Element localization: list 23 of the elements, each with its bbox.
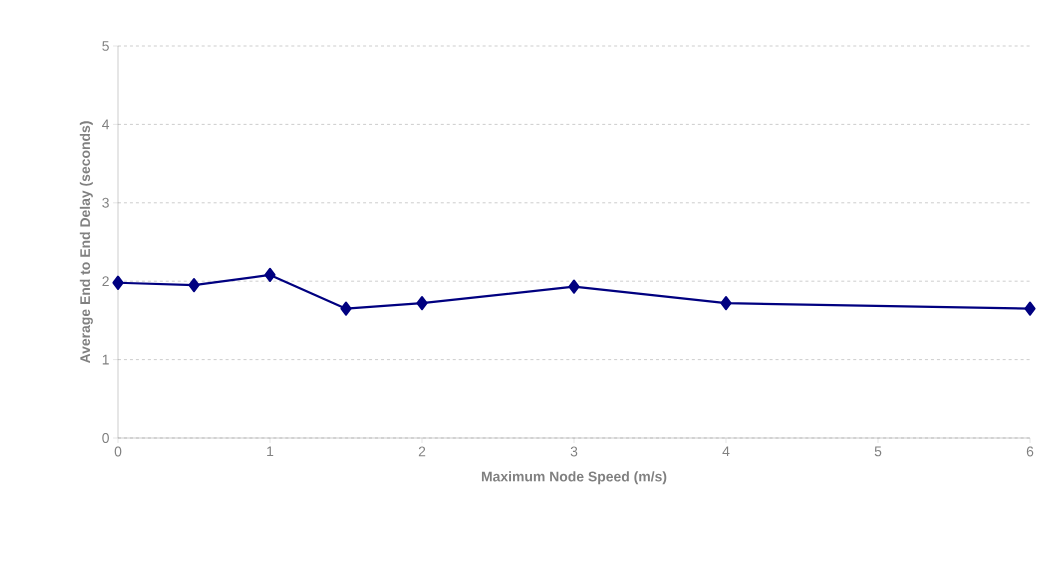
x-tick-label: 2 bbox=[418, 446, 426, 457]
x-tick-label: 0 bbox=[114, 446, 122, 457]
x-axis-title: Maximum Node Speed (m/s) bbox=[481, 471, 667, 485]
y-tick-label: 2 bbox=[102, 276, 109, 287]
y-tick-label: 5 bbox=[102, 41, 109, 51]
y-tick-label: 1 bbox=[102, 354, 109, 365]
x-tick-label: 4 bbox=[722, 446, 730, 457]
y-tick-label: 0 bbox=[102, 433, 109, 443]
x-tick-label: 6 bbox=[1026, 446, 1034, 457]
point bbox=[340, 301, 352, 316]
y-tick-label: 4 bbox=[102, 119, 110, 130]
point bbox=[720, 296, 732, 311]
x-tick-label: 5 bbox=[874, 446, 882, 457]
x-tick-label: 3 bbox=[570, 446, 578, 457]
y-axis-title: Average End to End Delay (seconds) bbox=[79, 121, 93, 364]
point bbox=[416, 296, 428, 311]
y-tick-label: 3 bbox=[102, 197, 109, 208]
point bbox=[568, 279, 580, 294]
point bbox=[188, 278, 200, 293]
x-tick-label: 1 bbox=[267, 446, 274, 457]
point bbox=[1024, 301, 1036, 316]
point bbox=[112, 275, 124, 290]
point bbox=[264, 267, 276, 283]
